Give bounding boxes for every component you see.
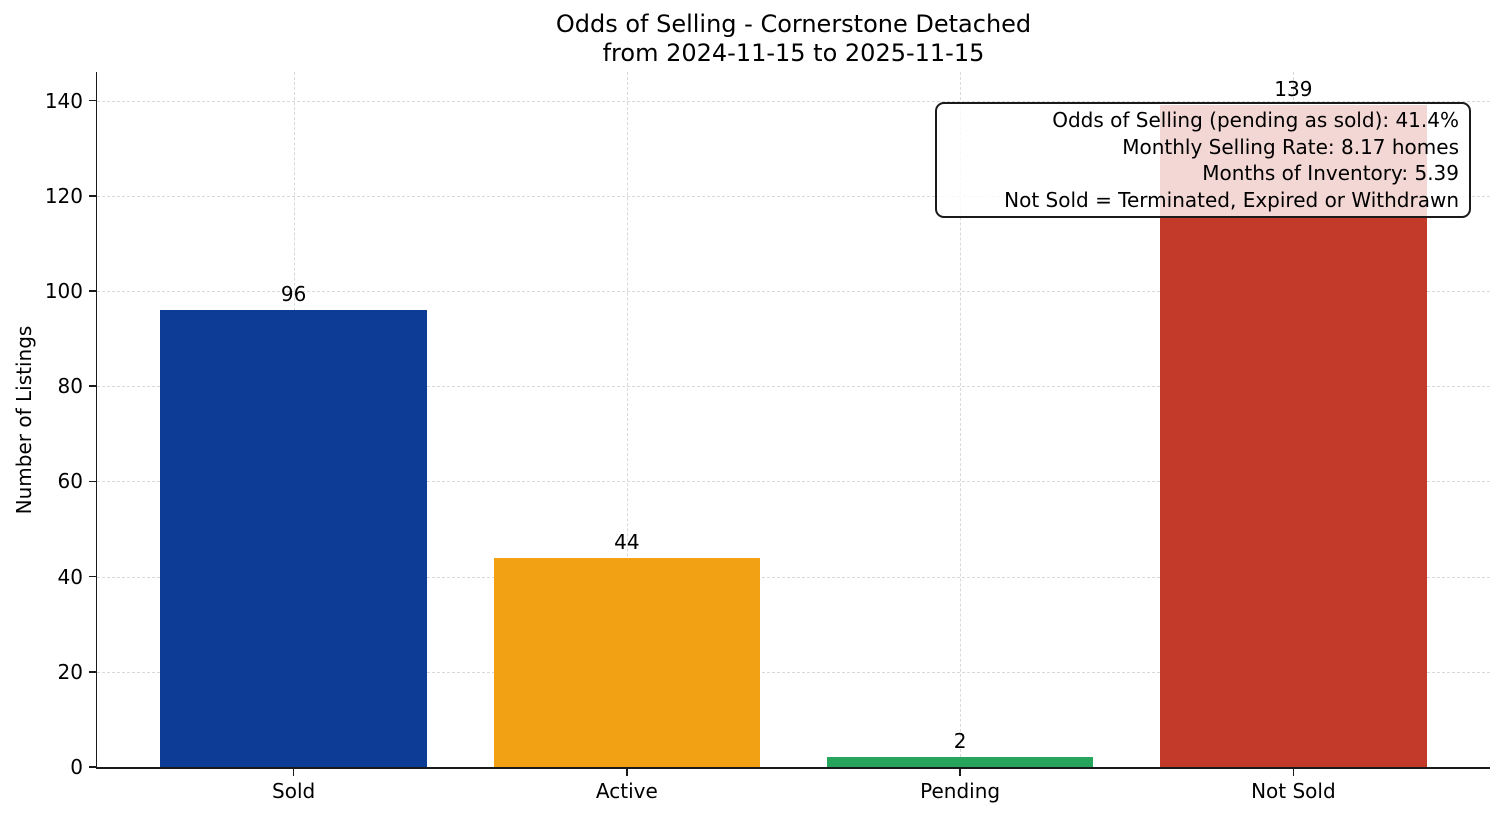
y-tick-label: 140 bbox=[44, 88, 83, 113]
bar-value-label: 96 bbox=[280, 282, 307, 306]
x-tick-label: Active bbox=[595, 779, 658, 803]
y-tick-label: 40 bbox=[57, 564, 83, 589]
y-tick-mark bbox=[88, 194, 96, 197]
annotation-line: Months of Inventory: 5.39 bbox=[1202, 161, 1459, 185]
h-gridline bbox=[97, 386, 1490, 388]
x-axis-spine bbox=[95, 767, 1490, 769]
annotation-box: Odds of Selling (pending as sold): 41.4%… bbox=[935, 102, 1471, 218]
x-tick-mark bbox=[959, 768, 961, 776]
y-tick-label: 100 bbox=[44, 278, 83, 303]
y-tick-mark bbox=[88, 575, 96, 578]
x-tick-mark bbox=[1292, 768, 1295, 776]
h-gridline bbox=[97, 576, 1490, 578]
h-gridline bbox=[97, 290, 1490, 292]
bar-value-label: 44 bbox=[614, 529, 640, 554]
annotation-line: Not Sold = Terminated, Expired or Withdr… bbox=[1004, 187, 1459, 212]
y-tick-mark bbox=[88, 290, 96, 292]
chart-title-line-2: from 2024-11-15 to 2025-11-15 bbox=[602, 39, 985, 67]
x-tick-label: Sold bbox=[272, 779, 316, 803]
v-gridline bbox=[626, 72, 628, 767]
y-tick-mark bbox=[88, 766, 96, 768]
y-tick-label: 0 bbox=[70, 755, 83, 779]
x-tick-label: Not Sold bbox=[1251, 779, 1336, 803]
y-tick-label: 60 bbox=[57, 469, 83, 494]
chart-title-line-1: Odds of Selling - Cornerstone Detached bbox=[555, 10, 1032, 38]
x-tick-mark bbox=[292, 768, 295, 776]
h-gridline bbox=[97, 195, 1490, 197]
annotation-line: Odds of Selling (pending as sold): 41.4% bbox=[1052, 108, 1459, 132]
bar-value-label: 2 bbox=[953, 729, 967, 754]
h-gridline bbox=[97, 671, 1490, 673]
bar-value-label: 139 bbox=[1274, 77, 1313, 102]
y-tick-mark bbox=[88, 480, 96, 483]
bar-sold bbox=[160, 310, 427, 767]
v-gridline bbox=[960, 72, 962, 767]
bar-pending bbox=[826, 757, 1094, 767]
bar-active bbox=[493, 557, 761, 767]
y-tick-mark bbox=[88, 385, 96, 387]
h-gridline bbox=[97, 100, 1490, 102]
y-tick-mark bbox=[88, 99, 96, 102]
y-tick-mark bbox=[88, 670, 96, 673]
plot-area: 96 44 2 139 bbox=[97, 72, 1490, 767]
chart-title: Odds of Selling - Cornerstone Detached f… bbox=[97, 10, 1490, 68]
y-axis-spine bbox=[95, 72, 98, 769]
y-tick-label: 20 bbox=[57, 659, 83, 684]
h-gridline bbox=[97, 481, 1490, 483]
y-tick-label: 120 bbox=[44, 183, 83, 208]
y-tick-label: 80 bbox=[57, 374, 83, 399]
x-tick-mark bbox=[626, 768, 628, 776]
x-tick-label: Pending bbox=[920, 779, 1001, 803]
annotation-line: Monthly Selling Rate: 8.17 homes bbox=[1122, 134, 1459, 159]
